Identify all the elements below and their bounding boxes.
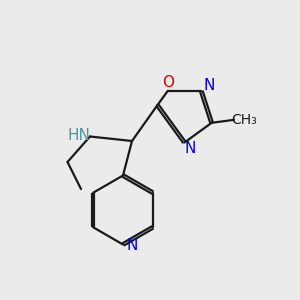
Text: N: N bbox=[203, 78, 214, 93]
Text: HN: HN bbox=[67, 128, 90, 142]
Text: N: N bbox=[184, 141, 196, 156]
Text: O: O bbox=[162, 75, 174, 90]
Text: N: N bbox=[126, 238, 138, 253]
Text: CH₃: CH₃ bbox=[231, 113, 257, 127]
